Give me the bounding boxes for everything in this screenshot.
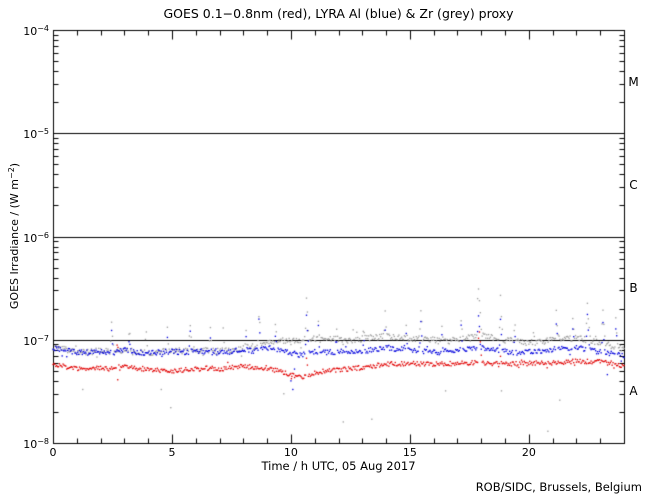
x-tick-label: 0 (49, 446, 57, 459)
y-axis-label-suffix: ) (8, 162, 21, 168)
y-tick-label: 10−4 (23, 24, 49, 38)
x-tick-label: 15 (402, 446, 417, 459)
flare-class-label-a: A (629, 384, 638, 399)
x-axis-label: Time / h UTC, 05 Aug 2017 (261, 459, 416, 473)
y-tick-label: 10−7 (23, 333, 49, 348)
flare-class-label-m: M (628, 74, 639, 89)
flare-class-label-b: B (629, 281, 638, 296)
y-tick-label: 10−6 (23, 230, 49, 245)
y-tick-label: 10−8 (23, 437, 49, 451)
footer-credit: ROB/SIDC, Brussels, Belgium (475, 480, 642, 494)
x-tick-label: 10 (283, 446, 298, 459)
y-tick-label: 10−5 (23, 127, 49, 142)
y-axis-label-exponent: −2 (7, 167, 16, 179)
flare-class-label-c: C (629, 177, 638, 192)
x-tick-label: 5 (168, 446, 176, 459)
x-tick-label: 20 (521, 446, 536, 459)
chart-title: GOES 0.1−0.8nm (red), LYRA Al (blue) & Z… (163, 6, 514, 21)
